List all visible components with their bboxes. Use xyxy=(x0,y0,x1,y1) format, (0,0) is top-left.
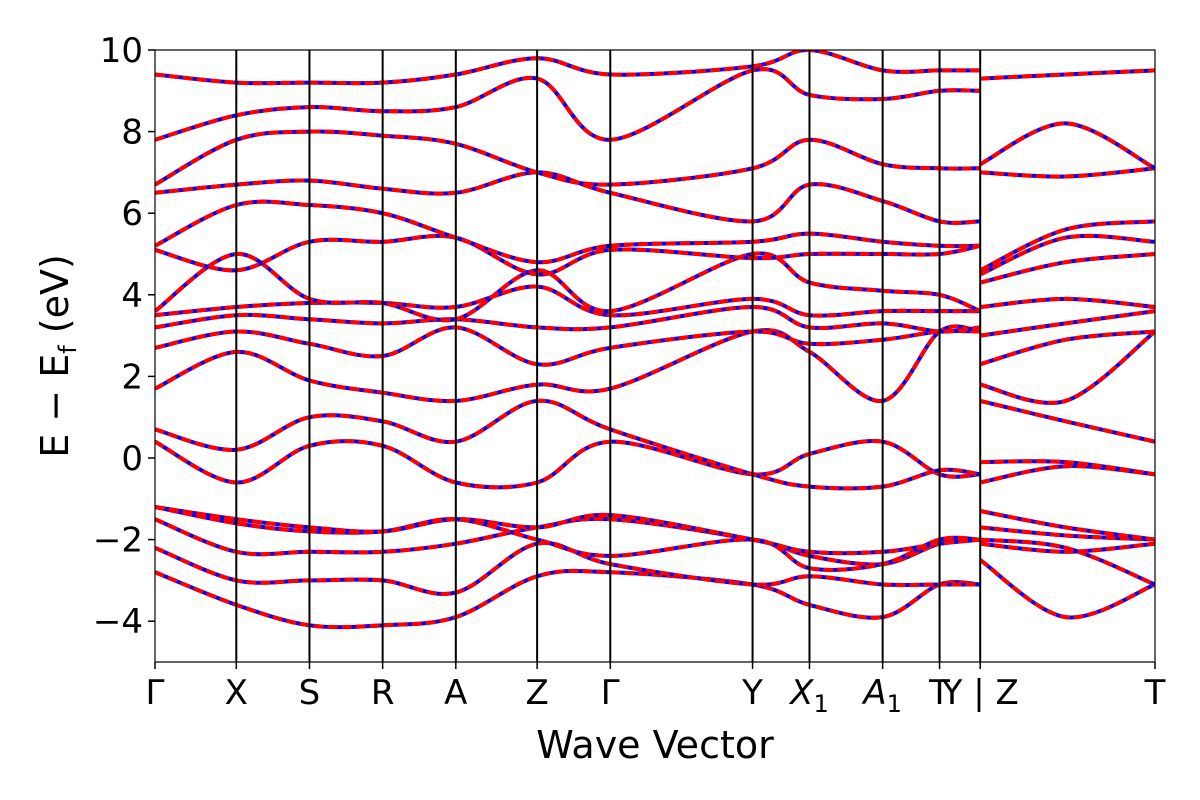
band-34-blue xyxy=(155,50,981,86)
band-25-red xyxy=(979,252,1155,285)
band-27-red xyxy=(979,233,1155,277)
y-axis-label: E − Ef (eV) xyxy=(33,254,82,458)
y-tick-label-1: −2 xyxy=(93,521,143,561)
x-tick-label-0: Γ xyxy=(146,673,165,713)
x-tick-label-6: Γ xyxy=(601,673,620,713)
band-6-blue xyxy=(155,505,981,572)
band-33-red xyxy=(979,121,1155,171)
y-tick-label-6: 8 xyxy=(121,113,143,153)
x-tick-label-3: R xyxy=(371,673,395,713)
y-axis-label-sub: f xyxy=(54,345,82,354)
band-31-red xyxy=(980,166,1155,179)
band-32-blue xyxy=(155,67,981,142)
band-18-red xyxy=(155,304,981,334)
band-10-red xyxy=(155,439,981,490)
x-tick-label-1: X xyxy=(225,673,248,713)
band-9-red xyxy=(979,509,1155,542)
y-tick-label-7: 10 xyxy=(100,31,143,71)
y-tick-label-2: 0 xyxy=(121,439,143,479)
band-12-red xyxy=(155,398,981,491)
band-29-red xyxy=(979,219,1155,273)
band-35-red xyxy=(980,68,1155,81)
band-16-red xyxy=(155,325,981,367)
y-axis-ticks: −4 −2 0 2 4 6 8 10 xyxy=(93,31,155,642)
band-21-red xyxy=(979,309,1155,338)
band-5-red xyxy=(980,541,1155,554)
x-tick-label-4: A xyxy=(444,673,467,713)
x-tick-label-sub-8: 1 xyxy=(813,690,828,718)
band-4-red xyxy=(155,516,981,567)
band-19-blue xyxy=(979,329,1155,367)
band-13-red xyxy=(980,459,1155,477)
band-1-blue xyxy=(979,558,1155,620)
band-34-red xyxy=(155,50,981,86)
band-14-red xyxy=(155,324,981,404)
band-17-blue xyxy=(979,329,1155,405)
x-tick-label-10: T xyxy=(928,673,950,713)
x-tick-label-8: X1 xyxy=(788,673,829,718)
band-3-red xyxy=(980,537,1155,587)
band-6-red xyxy=(155,505,981,572)
band-19-red xyxy=(979,329,1155,367)
band-32-red xyxy=(155,67,981,142)
band-23-red xyxy=(980,296,1155,309)
y-tick-label-3: 2 xyxy=(121,357,143,397)
y-tick-label-5: 6 xyxy=(121,194,143,234)
x-tick-label-7: Y xyxy=(741,673,763,713)
band-15-red xyxy=(979,398,1155,444)
k-point-lines xyxy=(235,50,982,662)
x-tick-label-9: A1 xyxy=(861,673,902,718)
x-axis-label: Wave Vector xyxy=(536,723,774,767)
band-17-red xyxy=(979,329,1155,405)
x-tick-label-sub-9: 1 xyxy=(887,690,902,718)
x-tick-label-12: T xyxy=(1144,673,1166,713)
x-tick-label-11: Y | Z xyxy=(941,673,1019,713)
x-tick-label-2: S xyxy=(299,673,321,713)
band-20-red xyxy=(155,284,981,318)
y-tick-label-4: 4 xyxy=(121,276,143,316)
band-1-red xyxy=(979,558,1155,620)
plot-frame xyxy=(154,49,1156,663)
band-22-red xyxy=(155,251,981,323)
y-axis-label-unit: (eV) xyxy=(33,254,77,345)
y-tick-label-0: −4 xyxy=(93,602,143,642)
band-16-blue xyxy=(155,325,981,367)
band-0-red xyxy=(155,568,981,630)
bands-layer xyxy=(155,50,1155,630)
y-axis-label-main: E − E xyxy=(33,354,77,458)
x-tick-label-5: Z xyxy=(525,673,548,713)
band-12-blue xyxy=(155,398,981,491)
